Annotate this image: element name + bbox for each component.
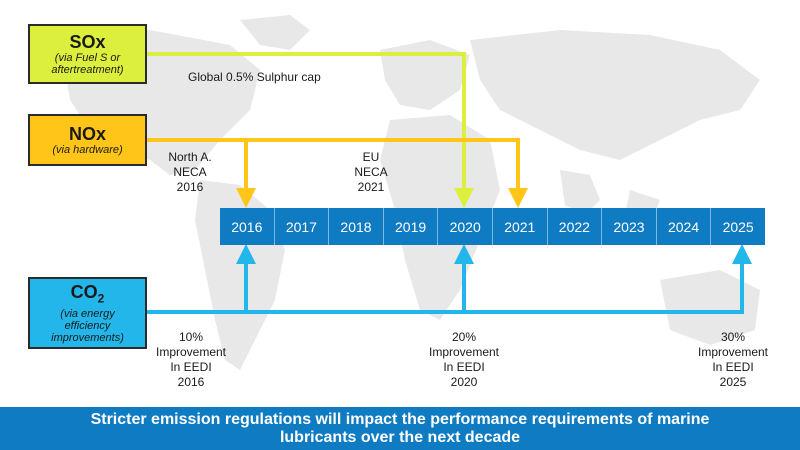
eedi-year: 2025 — [719, 375, 747, 389]
nox-box: NOx (via hardware) — [28, 114, 147, 166]
timeline-year: 2021 — [493, 208, 548, 245]
co2-line — [147, 244, 752, 314]
co2-subtitle-line3: improvements) — [51, 332, 124, 345]
nox-title: NOx — [68, 124, 106, 144]
eedi-2025-label: 30% Improvement In EEDI 2025 — [678, 330, 788, 390]
eedi-percent: 20% — [451, 330, 477, 344]
eedi-2016-label: 10% Improvement In EEDI 2016 — [136, 330, 246, 390]
neca-north-america-label: North A. NECA 2016 — [155, 150, 225, 195]
sox-arrow — [147, 52, 474, 208]
co2-title-base: CO — [70, 281, 98, 302]
co2-box: CO2 (via energy efficiency improvements) — [28, 277, 147, 349]
neca-na-line2: NECA — [173, 165, 207, 179]
timeline-year: 2024 — [657, 208, 712, 245]
summary-banner: Stricter emission regulations will impac… — [0, 407, 800, 450]
eedi-improvement: Improvement — [428, 345, 500, 359]
co2-title: CO2 — [71, 282, 105, 309]
timeline-year: 2017 — [275, 208, 330, 245]
eedi-year: 2020 — [450, 375, 478, 389]
nox-subtitle: (via hardware) — [52, 144, 123, 156]
banner-line1: Stricter emission regulations will impac… — [90, 410, 710, 428]
neca-eu-line2: NECA — [354, 165, 388, 179]
co2-subtitle-line1: (via energy — [60, 308, 115, 321]
neca-na-line1: North A. — [168, 150, 212, 164]
eedi-year: 2016 — [177, 375, 205, 389]
eedi-in-eedi: In EEDI — [170, 360, 212, 374]
neca-eu-line1: EU — [362, 150, 380, 164]
neca-na-line3: 2016 — [176, 180, 204, 194]
timeline-year: 2020 — [438, 208, 493, 245]
eedi-percent: 10% — [178, 330, 204, 344]
year-timeline: 2016 2017 2018 2019 2020 2021 2022 2023 … — [220, 208, 765, 245]
eedi-in-eedi: In EEDI — [443, 360, 485, 374]
timeline-year: 2025 — [722, 218, 754, 235]
sox-subtitle-line2: aftertreatment) — [51, 64, 124, 76]
timeline-year: 2022 — [548, 208, 603, 245]
eedi-percent: 30% — [720, 330, 746, 344]
co2-title-subscript: 2 — [97, 291, 105, 306]
sox-title: SOx — [69, 32, 106, 52]
sox-box: SOx (via Fuel S or aftertreatment) — [28, 24, 147, 84]
nox-line — [147, 138, 528, 208]
neca-eu-label: EU NECA 2021 — [336, 150, 406, 195]
neca-eu-line3: 2021 — [357, 180, 385, 194]
timeline-year: 2019 — [384, 208, 439, 245]
timeline-year: 2018 — [329, 208, 384, 245]
eedi-improvement: Improvement — [697, 345, 769, 359]
timeline-year: 2023 — [602, 208, 657, 245]
timeline-year: 2016 — [220, 208, 275, 245]
co2-subtitle-line2: efficiency — [64, 320, 111, 333]
eedi-in-eedi: In EEDI — [712, 360, 754, 374]
eedi-2020-label: 20% Improvement In EEDI 2020 — [409, 330, 519, 390]
banner-line2: lubricants over the next decade — [279, 428, 521, 446]
sox-subtitle-line1: (via Fuel S or — [54, 52, 121, 64]
eedi-improvement: Improvement — [155, 345, 227, 359]
sulphur-cap-label: Global 0.5% Sulphur cap — [188, 70, 321, 84]
